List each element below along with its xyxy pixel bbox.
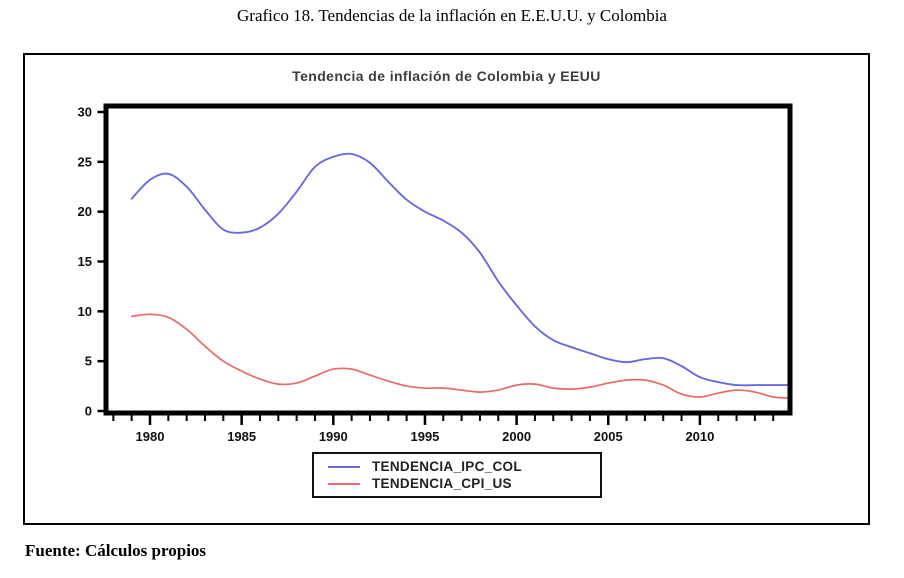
legend-item-cpi-us: TENDENCIA_CPI_US [328,476,600,492]
figure-caption: Grafico 18. Tendencias de la inflación e… [237,6,667,25]
legend-line-sample-blue [328,465,360,468]
legend-line-sample-red [328,482,360,485]
legend-label-cpi-us: TENDENCIA_CPI_US [372,476,512,491]
legend-item-ipc-col: TENDENCIA_IPC_COL [328,459,600,475]
legend-label-ipc-col: TENDENCIA_IPC_COL [372,459,522,474]
chart-legend: TENDENCIA_IPC_COL TENDENCIA_CPI_US [312,452,602,498]
source-note: Fuente: Cálculos propios [25,541,207,560]
chart-title: Tendencia de inflación de Colombia y EEU… [292,68,601,84]
